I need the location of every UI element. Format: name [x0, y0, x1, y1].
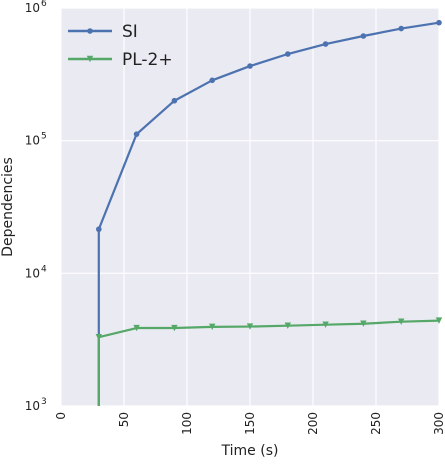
legend-marker	[86, 55, 94, 63]
legend-label: SI	[122, 22, 138, 42]
data-point	[209, 77, 215, 84]
y-tick-exponent: 4	[41, 264, 47, 274]
data-point	[246, 323, 254, 330]
data-point	[398, 318, 405, 325]
x-ticks: 0 50 100 150 200 250 300	[54, 412, 445, 435]
data-point	[209, 323, 216, 331]
data-point	[360, 320, 367, 327]
data-point	[171, 324, 178, 332]
y-tick-exponent: 5	[41, 132, 47, 142]
y-tick-label: 10	[25, 1, 40, 15]
data-point	[247, 63, 253, 69]
data-point	[96, 226, 102, 233]
x-tick-label: 250	[369, 412, 383, 435]
x-axis-label: Time (s)	[221, 443, 279, 459]
legend: SI PL-2+	[68, 22, 173, 70]
y-tick-exponent: 6	[41, 0, 47, 9]
y-tick-label: 10	[25, 266, 40, 280]
legend-label: PL-2+	[122, 50, 173, 70]
data-point	[133, 131, 140, 137]
y-tick-exponent: 3	[41, 397, 47, 407]
grid	[60, 7, 440, 407]
data-point	[133, 324, 140, 332]
series-layer	[95, 19, 443, 406]
data-point	[435, 317, 443, 324]
x-tick-label: 300	[432, 412, 445, 435]
x-tick-label: 0	[54, 412, 68, 420]
x-tick-label: 150	[243, 412, 257, 435]
data-point	[360, 33, 367, 39]
data-point	[171, 97, 178, 104]
data-point	[322, 41, 329, 47]
y-tick-label: 10	[25, 399, 40, 413]
legend-marker	[87, 28, 93, 34]
data-point	[436, 19, 442, 26]
data-point	[398, 25, 405, 32]
data-point	[284, 322, 291, 329]
x-tick-label: 100	[180, 412, 194, 435]
x-tick-label: 200	[306, 412, 320, 435]
data-point	[95, 334, 102, 341]
y-axis-label: Dependencies	[0, 157, 16, 257]
data-point	[322, 321, 329, 328]
x-tick-label: 50	[117, 412, 131, 427]
data-point	[285, 51, 291, 57]
y-tick-label: 10	[25, 134, 40, 148]
